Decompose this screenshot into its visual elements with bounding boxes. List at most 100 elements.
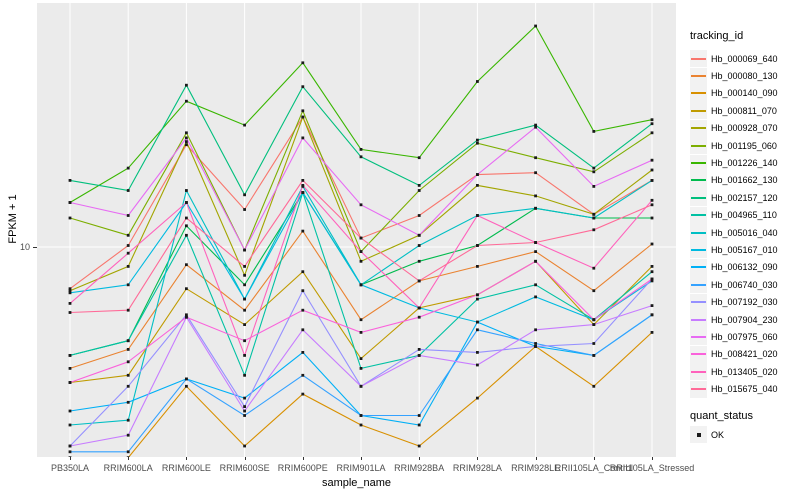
legend-color-key-icon	[690, 50, 707, 68]
data-point	[417, 189, 421, 192]
data-point	[126, 166, 130, 170]
data-point	[185, 131, 188, 135]
legend-color-key-icon	[690, 119, 707, 137]
data-point	[243, 248, 246, 252]
x-tick-label: RRIM600PE	[277, 463, 328, 473]
legend-label: OK	[711, 429, 725, 440]
legend-entry: Hb_007975_060	[690, 328, 800, 346]
data-point	[417, 244, 421, 247]
data-point	[650, 203, 654, 207]
legend-entry: Hb_008421_020	[690, 345, 800, 363]
x-tick-mark	[70, 457, 71, 460]
chart-canvas	[37, 3, 676, 457]
legend-entry: Hb_005167_010	[690, 241, 800, 259]
data-point	[68, 302, 72, 305]
legend-color-key-icon	[690, 102, 707, 120]
legend-color-key-icon	[690, 224, 707, 242]
data-point	[68, 287, 72, 291]
legend-label: Hb_004965_110	[711, 210, 777, 221]
legend-label: Hb_006740_030	[711, 279, 778, 290]
data-point	[185, 140, 188, 143]
legend-title-tracking-id: tracking_id	[690, 30, 744, 42]
data-point	[243, 405, 246, 408]
legend-label: Hb_008421_020	[711, 349, 778, 360]
data-point	[476, 363, 479, 367]
data-point	[243, 409, 246, 413]
data-point	[185, 216, 188, 220]
x-tick-mark	[186, 457, 188, 460]
data-point	[417, 306, 421, 310]
data-point	[534, 125, 537, 129]
legend-color-key-icon	[690, 154, 707, 172]
data-point	[301, 351, 305, 354]
data-point	[243, 444, 246, 448]
data-point	[417, 315, 421, 319]
legend-entry: Hb_006132_090	[690, 258, 800, 276]
data-point	[650, 122, 654, 126]
data-point	[592, 170, 596, 174]
data-point	[68, 354, 72, 357]
data-point	[243, 396, 246, 400]
legend-color-key-icon	[690, 241, 707, 259]
legend-entry: Hb_007192_030	[690, 293, 800, 311]
legend-entry: Hb_000140_090	[690, 84, 800, 102]
legend-color-key-icon	[690, 189, 707, 207]
legend-entry: Hb_004965_110	[690, 206, 800, 224]
data-point	[126, 456, 130, 457]
data-point	[185, 143, 188, 147]
data-point	[534, 194, 537, 198]
data-point	[126, 214, 130, 217]
data-point	[592, 354, 596, 357]
data-point	[650, 265, 654, 268]
legend-color-key-icon	[690, 67, 707, 85]
data-point	[592, 266, 596, 270]
data-point	[68, 216, 72, 220]
y-axis-title: FPKM + 1	[7, 194, 19, 244]
data-point	[243, 283, 246, 287]
data-point	[68, 179, 72, 182]
data-point	[301, 61, 305, 65]
data-point	[534, 295, 537, 299]
data-point	[592, 323, 596, 326]
data-point	[650, 313, 654, 317]
plot-panel	[37, 3, 676, 457]
data-point	[359, 423, 363, 427]
data-point	[68, 444, 72, 448]
data-point	[359, 259, 363, 263]
data-point	[592, 185, 596, 188]
y-tick-mark	[33, 247, 37, 248]
x-tick-mark	[361, 457, 362, 460]
data-point	[650, 331, 654, 334]
legend-label: Hb_006132_090	[711, 262, 778, 273]
x-tick-label: RRII105LA_Stressed	[609, 463, 695, 473]
legend-entry: Hb_000928_070	[690, 119, 800, 137]
data-point	[68, 289, 72, 293]
data-point	[301, 373, 305, 377]
data-point	[534, 259, 537, 263]
x-tick-mark	[477, 457, 479, 460]
data-point	[650, 216, 654, 220]
data-point	[126, 360, 130, 364]
x-tick-label: RRIM901LA	[336, 463, 386, 473]
data-point	[476, 293, 479, 297]
data-point	[534, 24, 537, 28]
data-point	[301, 270, 305, 274]
data-point	[592, 289, 596, 293]
data-point	[650, 179, 654, 182]
data-point	[301, 308, 305, 312]
data-point	[592, 130, 596, 133]
x-tick-mark	[652, 457, 653, 460]
legend-label: Hb_000080_130	[711, 71, 778, 82]
legend-entry: Hb_000811_070	[690, 102, 800, 120]
data-point	[592, 228, 596, 232]
legend-label: Hb_000811_070	[711, 105, 777, 116]
data-point	[650, 118, 654, 122]
legend-label: Hb_000069_640	[711, 53, 778, 64]
data-point	[301, 328, 305, 332]
legend: tracking_id Hb_000069_640 Hb_000080_130 Hb…	[690, 30, 800, 443]
data-point	[417, 354, 421, 357]
legend-color-key-icon	[690, 137, 707, 155]
legend-label: Hb_007192_030	[711, 297, 778, 308]
data-point	[301, 229, 305, 233]
data-point	[301, 85, 305, 89]
